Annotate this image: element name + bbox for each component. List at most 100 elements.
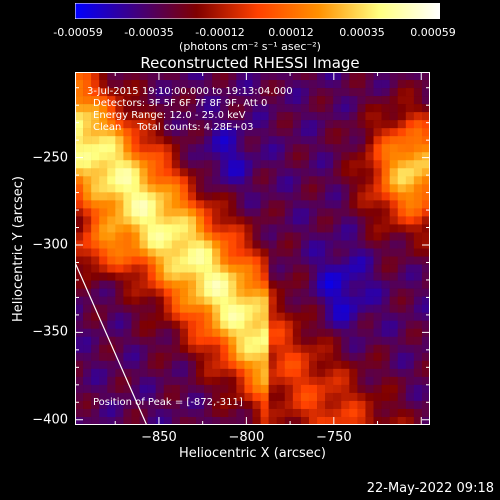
heatmap-cell bbox=[389, 344, 399, 354]
heatmap-cell bbox=[212, 128, 221, 137]
heatmap-cell bbox=[357, 352, 366, 362]
heatmap-cell bbox=[284, 248, 294, 257]
heatmap-cell bbox=[163, 344, 173, 354]
heatmap-cell bbox=[91, 120, 100, 129]
heatmap-cell bbox=[244, 152, 253, 161]
heatmap-cell bbox=[389, 184, 399, 193]
heatmap-cell bbox=[220, 280, 229, 289]
heatmap-cell bbox=[123, 136, 132, 145]
heatmap-cell bbox=[381, 400, 390, 410]
heatmap-cell bbox=[75, 112, 84, 121]
heatmap-cell bbox=[99, 120, 108, 129]
heatmap-cell bbox=[405, 144, 415, 153]
heatmap-cell bbox=[212, 136, 221, 145]
heatmap-cell bbox=[421, 136, 430, 145]
heatmap-cell bbox=[163, 408, 173, 418]
heatmap-cell bbox=[220, 288, 229, 297]
heatmap-cell bbox=[204, 176, 213, 185]
heatmap-cell bbox=[236, 336, 245, 346]
heatmap-cell bbox=[107, 208, 116, 217]
heatmap-cell bbox=[236, 328, 245, 338]
heatmap-cell bbox=[325, 320, 334, 330]
heatmap-cell bbox=[204, 376, 213, 386]
heatmap-cell bbox=[397, 368, 407, 378]
heatmap-cell bbox=[292, 232, 302, 241]
heatmap-cell bbox=[357, 152, 366, 161]
heatmap-cell bbox=[179, 272, 189, 281]
heatmap-cell bbox=[300, 360, 310, 370]
colorbar-tick-label: -0.00012 bbox=[195, 26, 245, 39]
heatmap-cell bbox=[171, 272, 181, 281]
heatmap-cell bbox=[276, 288, 286, 297]
heatmap-cell bbox=[373, 240, 382, 249]
heatmap-cell bbox=[284, 160, 294, 169]
heatmap-cell bbox=[204, 360, 213, 370]
heatmap-cell bbox=[292, 392, 302, 402]
heatmap-cell bbox=[413, 256, 423, 265]
heatmap-cell bbox=[373, 160, 382, 169]
heatmap-cell bbox=[308, 360, 318, 370]
heatmap-cell bbox=[333, 112, 342, 121]
heatmap-cell bbox=[397, 104, 407, 113]
heatmap-cell bbox=[421, 296, 430, 305]
heatmap-cell bbox=[252, 272, 261, 281]
heatmap-cell bbox=[397, 192, 407, 201]
heatmap-cell bbox=[421, 328, 430, 338]
heatmap-cell bbox=[405, 168, 415, 177]
heatmap-cell bbox=[284, 416, 294, 425]
heatmap-cell bbox=[91, 168, 100, 177]
heatmap-cell bbox=[139, 400, 148, 410]
heatmap-cell bbox=[252, 104, 261, 113]
heatmap-cell bbox=[308, 224, 318, 233]
heatmap-cell bbox=[99, 272, 108, 281]
heatmap-cell bbox=[341, 128, 350, 137]
heatmap-cell bbox=[244, 264, 253, 273]
heatmap-cell bbox=[179, 240, 189, 249]
heatmap-cell bbox=[212, 224, 221, 233]
heatmap-cell bbox=[220, 336, 229, 346]
heatmap-cell bbox=[163, 320, 173, 330]
heatmap-cell bbox=[163, 80, 173, 89]
heatmap-cell bbox=[139, 376, 148, 386]
heatmap-cell bbox=[99, 232, 108, 241]
heatmap-cell bbox=[139, 280, 148, 289]
heatmap-cell bbox=[155, 240, 165, 249]
heatmap-cell bbox=[308, 352, 318, 362]
heatmap-cell bbox=[228, 80, 237, 89]
heatmap-cell bbox=[75, 200, 84, 209]
heatmap-cell bbox=[349, 88, 358, 97]
heatmap-cell bbox=[91, 344, 100, 354]
heatmap-cell bbox=[228, 192, 237, 201]
heatmap-cell bbox=[228, 96, 237, 105]
heatmap-cell bbox=[220, 296, 229, 305]
heatmap-cell bbox=[244, 360, 253, 370]
heatmap-cell bbox=[365, 296, 374, 305]
heatmap-cell bbox=[75, 136, 84, 145]
heatmap-cell bbox=[421, 88, 430, 97]
heatmap-cell bbox=[196, 120, 205, 129]
heatmap-cell bbox=[300, 408, 310, 418]
heatmap-cell bbox=[389, 248, 399, 257]
heatmap-cell bbox=[91, 280, 100, 289]
heatmap-cell bbox=[187, 144, 197, 153]
heatmap-cell bbox=[107, 328, 116, 338]
heatmap-cell bbox=[163, 280, 173, 289]
heatmap-cell bbox=[413, 352, 423, 362]
heatmap-cell bbox=[212, 344, 221, 354]
heatmap-cell bbox=[413, 376, 423, 386]
heatmap-cell bbox=[308, 392, 318, 402]
heatmap-cell bbox=[333, 256, 342, 265]
heatmap-cell bbox=[405, 88, 415, 97]
heatmap-cell bbox=[317, 272, 326, 281]
heatmap-cell bbox=[220, 408, 229, 418]
heatmap-cell bbox=[212, 304, 221, 313]
heatmap-cell bbox=[308, 312, 318, 321]
heatmap-cell bbox=[204, 288, 213, 297]
heatmap-cell bbox=[300, 232, 310, 241]
heatmap-cell bbox=[365, 416, 374, 425]
heatmap-cell bbox=[405, 384, 415, 394]
heatmap-cell bbox=[333, 336, 342, 346]
heatmap-cell bbox=[155, 224, 165, 233]
heatmap-cell bbox=[284, 112, 294, 121]
heatmap-cell bbox=[196, 320, 205, 330]
